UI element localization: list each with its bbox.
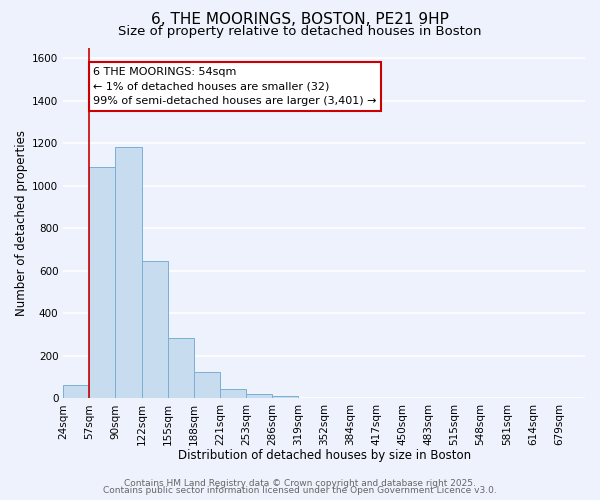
- Text: 6 THE MOORINGS: 54sqm
← 1% of detached houses are smaller (32)
99% of semi-detac: 6 THE MOORINGS: 54sqm ← 1% of detached h…: [93, 66, 377, 106]
- Bar: [63, 384, 89, 398]
- Bar: [142, 261, 167, 398]
- Bar: [89, 166, 115, 398]
- Text: Contains public sector information licensed under the Open Government Licence v3: Contains public sector information licen…: [103, 486, 497, 495]
- X-axis label: Distribution of detached houses by size in Boston: Distribution of detached houses by size …: [178, 450, 471, 462]
- Bar: [272, 396, 298, 398]
- Bar: [115, 148, 142, 398]
- Bar: [220, 389, 246, 398]
- Text: Contains HM Land Registry data © Crown copyright and database right 2025.: Contains HM Land Registry data © Crown c…: [124, 478, 476, 488]
- Bar: [194, 372, 220, 398]
- Y-axis label: Number of detached properties: Number of detached properties: [15, 130, 28, 316]
- Text: Size of property relative to detached houses in Boston: Size of property relative to detached ho…: [118, 25, 482, 38]
- Bar: [167, 338, 194, 398]
- Text: 6, THE MOORINGS, BOSTON, PE21 9HP: 6, THE MOORINGS, BOSTON, PE21 9HP: [151, 12, 449, 28]
- Bar: [246, 394, 272, 398]
